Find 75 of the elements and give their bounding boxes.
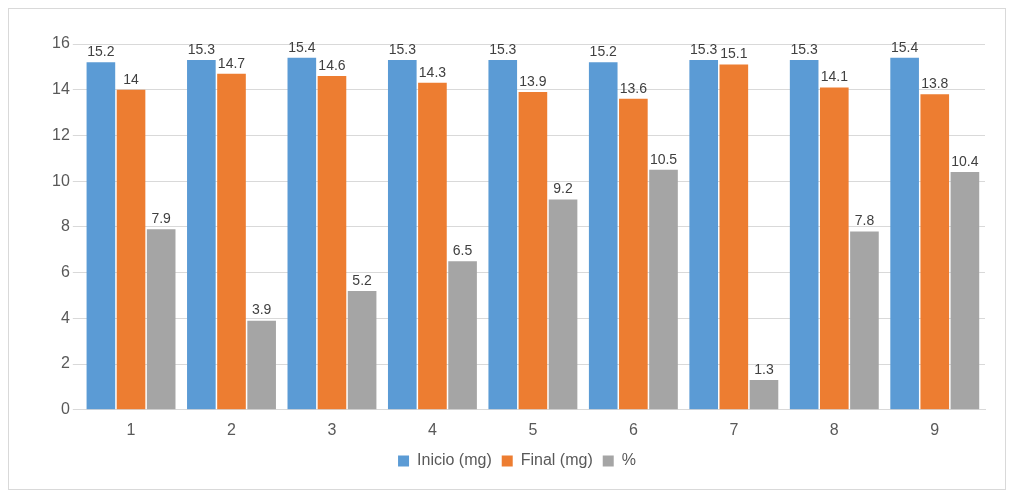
x-tick-label: 9 [930, 420, 940, 438]
bar [488, 60, 518, 410]
y-tick-label: 4 [60, 308, 70, 326]
data-label: 13.8 [921, 75, 949, 92]
bar [619, 98, 648, 410]
x-tick-label: 8 [829, 420, 839, 438]
x-tick-label: 2 [227, 420, 237, 438]
data-label: 13.6 [619, 79, 648, 96]
x-tick-label: 4 [427, 420, 437, 438]
bar [689, 60, 719, 410]
legend-label: % [621, 451, 636, 469]
data-label: 14.3 [418, 63, 447, 80]
bar [347, 290, 377, 410]
data-label: 14 [123, 70, 140, 87]
x-tick-label: 1 [126, 420, 136, 438]
y-tick-label: 12 [52, 125, 70, 143]
bar [789, 60, 819, 410]
data-label: 15.1 [720, 45, 748, 62]
bar [920, 94, 950, 410]
bar [850, 231, 879, 410]
y-tick-label: 10 [52, 171, 70, 189]
bar [287, 57, 317, 410]
data-label: 15.3 [790, 40, 818, 57]
data-label: 15.2 [589, 43, 618, 60]
data-label: 14.1 [820, 68, 849, 85]
bar [418, 82, 447, 410]
bar [819, 87, 849, 410]
y-tick-label: 6 [60, 263, 70, 281]
bar [588, 62, 618, 410]
bar [950, 172, 980, 410]
data-label: 10.4 [951, 152, 979, 169]
legend-label: Inicio (mg) [417, 451, 492, 469]
data-label: 15.4 [891, 38, 919, 55]
bar [649, 169, 678, 410]
y-tick-label: 14 [52, 80, 70, 98]
bar [518, 92, 548, 410]
data-label: 15.3 [489, 40, 517, 57]
data-label: 13.9 [519, 72, 547, 89]
data-label: 14.7 [217, 54, 246, 71]
data-label: 3.9 [251, 301, 272, 318]
x-tick-label: 5 [528, 420, 538, 438]
data-label: 1.3 [754, 360, 774, 377]
bar [448, 261, 477, 410]
x-tick-label: 3 [327, 420, 337, 438]
y-tick-label: 8 [60, 217, 70, 235]
data-label: 7.8 [854, 212, 875, 229]
bar [86, 62, 116, 410]
data-label: 15.3 [388, 40, 417, 57]
data-label: 15.3 [690, 40, 718, 57]
legend-label: Final (mg) [520, 451, 593, 469]
bar [187, 60, 216, 410]
bar [890, 57, 919, 410]
bar [146, 229, 176, 410]
x-tick-label: 7 [729, 420, 739, 438]
data-label: 14.6 [318, 56, 346, 73]
bar [719, 64, 749, 410]
bar [116, 89, 146, 410]
data-label: 15.2 [87, 43, 115, 60]
data-label: 10.5 [649, 150, 678, 167]
data-label: 7.9 [151, 210, 172, 227]
y-tick-label: 2 [60, 354, 70, 372]
bar [217, 73, 246, 410]
y-tick-label: 16 [52, 34, 70, 52]
data-label: 5.2 [352, 271, 373, 288]
x-tick-label: 6 [628, 420, 638, 438]
bar [548, 199, 578, 410]
y-tick-label: 0 [60, 400, 70, 418]
bar [247, 320, 276, 410]
bar [749, 380, 779, 410]
bar [317, 76, 347, 410]
data-label: 9.2 [553, 180, 573, 197]
data-label: 15.3 [187, 40, 216, 57]
data-label: 6.5 [452, 242, 473, 259]
bar [387, 60, 417, 410]
data-label: 15.4 [288, 38, 316, 55]
